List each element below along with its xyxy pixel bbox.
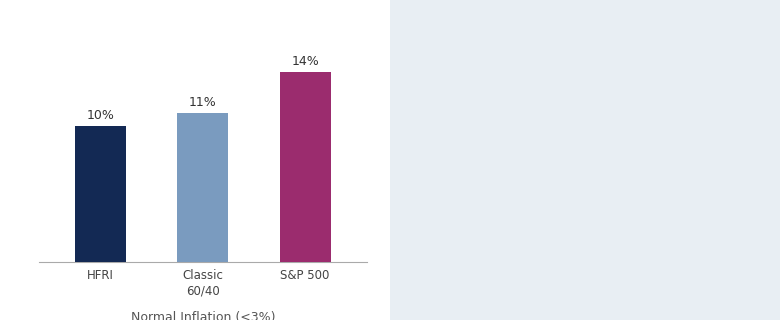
Bar — [75, 126, 126, 262]
Text: 10%: 10% — [87, 109, 115, 122]
Bar — [177, 113, 229, 262]
Bar — [551, 221, 604, 262]
X-axis label: Normal Inflation (<3%): Normal Inflation (<3%) — [130, 311, 275, 320]
Text: 14%: 14% — [291, 55, 319, 68]
Text: 11%: 11% — [189, 96, 217, 109]
Bar — [443, 181, 497, 262]
Text: 6%: 6% — [460, 164, 480, 177]
Bar — [658, 249, 711, 262]
X-axis label: Elevated Inflation (>3% ): Elevated Inflation (>3% ) — [498, 311, 656, 320]
Text: 3%: 3% — [567, 204, 587, 218]
Text: 1%: 1% — [675, 232, 694, 245]
Bar — [279, 72, 331, 262]
